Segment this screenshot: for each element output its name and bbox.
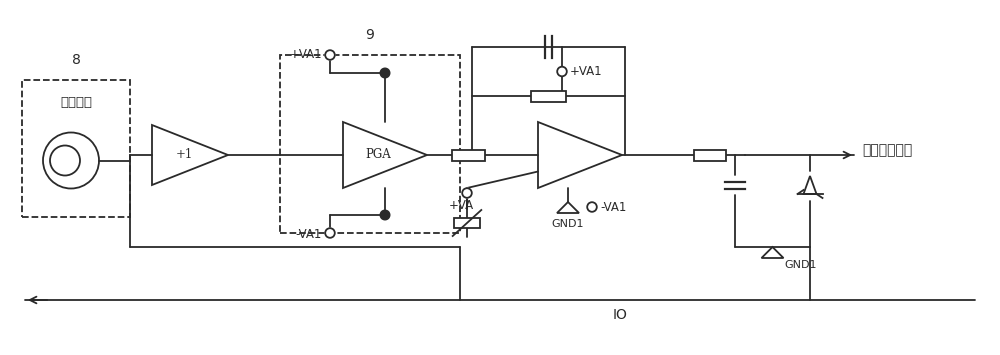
Circle shape xyxy=(325,228,335,238)
Bar xyxy=(531,91,566,102)
Circle shape xyxy=(380,210,390,220)
Circle shape xyxy=(325,50,335,60)
Text: -VA1: -VA1 xyxy=(296,228,322,240)
Text: +VA: +VA xyxy=(448,200,474,213)
Circle shape xyxy=(43,132,99,189)
Circle shape xyxy=(380,68,390,78)
Bar xyxy=(452,149,484,160)
Circle shape xyxy=(587,202,597,212)
Circle shape xyxy=(557,67,567,76)
Text: -VA1: -VA1 xyxy=(600,201,626,213)
Circle shape xyxy=(462,188,472,198)
Text: GND1: GND1 xyxy=(784,260,817,270)
Text: +VA1: +VA1 xyxy=(289,48,322,60)
Text: PGA: PGA xyxy=(366,148,392,162)
Bar xyxy=(280,55,460,233)
Text: +1: +1 xyxy=(176,148,193,162)
Text: IO: IO xyxy=(613,308,627,322)
Circle shape xyxy=(50,146,80,175)
Text: +VA1: +VA1 xyxy=(570,65,603,78)
Text: 模拟电压信号: 模拟电压信号 xyxy=(862,143,912,157)
Text: 8: 8 xyxy=(72,53,80,67)
Bar xyxy=(694,149,726,160)
Bar xyxy=(454,218,480,228)
Text: 9: 9 xyxy=(366,28,374,42)
Text: GND1: GND1 xyxy=(552,219,584,229)
Text: 测量线圈: 测量线圈 xyxy=(60,97,92,109)
Bar xyxy=(22,80,130,217)
